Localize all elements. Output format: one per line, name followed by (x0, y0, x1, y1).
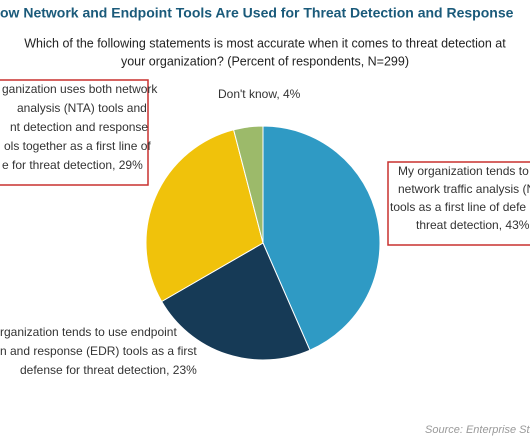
subtitle: your organization? (Percent of responden… (121, 54, 409, 68)
pie-slice (160, 242, 311, 361)
pie-slice (145, 129, 264, 303)
source: Source: Enterprise Str (425, 424, 530, 436)
slice-label: n and response (EDR) tools as a first (0, 344, 197, 358)
slice-label: rganization tends to use endpoint (0, 325, 177, 339)
slice-label: ganization uses both network (2, 82, 158, 96)
callout-box (0, 79, 149, 186)
pie-slice (262, 125, 381, 351)
slice-label: analysis (NTA) tools and (17, 101, 147, 115)
slice-label: ols together as a first line of (4, 139, 151, 153)
slice-label: network traffic analysis (N (398, 182, 530, 196)
slice-label: e for threat detection, 29% (2, 158, 143, 172)
slice-label: defense for threat detection, 23% (20, 363, 197, 377)
chart-title: ow Network and Endpoint Tools Are Used f… (0, 5, 514, 21)
slice-label: My organization tends to (398, 164, 529, 178)
slice-label: Don't know, 4% (218, 87, 301, 101)
slice-label: tools as a first line of defe (390, 200, 526, 214)
slice-label: threat detection, 43% (416, 218, 530, 232)
callout-box (387, 161, 530, 246)
slice-label: nt detection and response (10, 120, 148, 134)
subtitle: Which of the following statements is mos… (24, 36, 506, 50)
pie-slice (233, 125, 264, 244)
